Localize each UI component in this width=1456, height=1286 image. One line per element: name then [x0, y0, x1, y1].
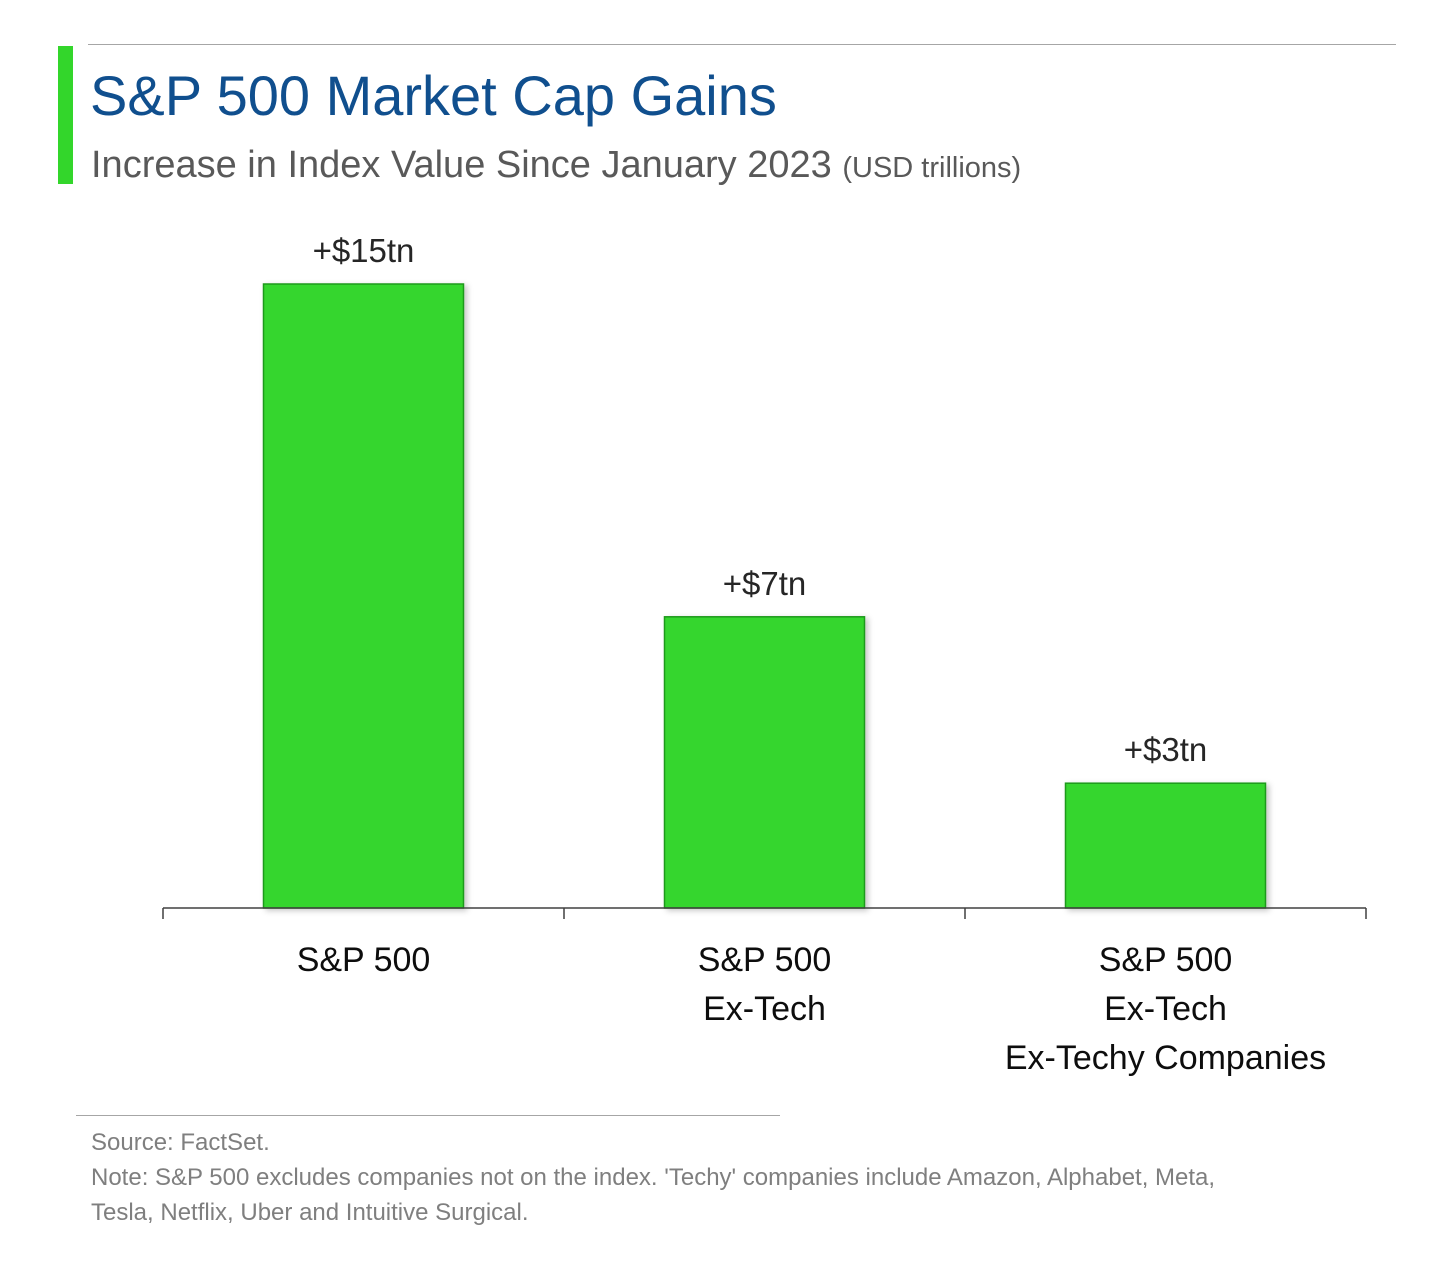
footnote: Note: S&P 500 excludes companies not on … [91, 1164, 1216, 1226]
subtitle-text: Increase in Index Value Since January 20… [91, 144, 832, 186]
category-label-3-line-3: Ex-Techy Companies [1005, 1039, 1326, 1077]
bar-chart: +$15tn S&P 500 +$7tn S&P 500 Ex-Tech +$3tn S&P… [162, 232, 1367, 1077]
data-label-2: +$7tn [723, 565, 807, 602]
chart-title: S&P 500 Market Cap Gains [90, 64, 777, 127]
bars-group [262, 283, 1267, 909]
top-rule [88, 44, 1396, 45]
category-label-2-line-2: Ex-Tech [703, 990, 826, 1028]
footer-rule [76, 1115, 780, 1116]
category-label-3-line-2: Ex-Tech [1104, 990, 1227, 1028]
source-note: Source: FactSet. [91, 1129, 270, 1156]
bar-1 [262, 283, 465, 909]
x-axis [162, 907, 1367, 919]
category-label-1-line-1: S&P 500 [297, 941, 431, 979]
labels-group: +$15tn S&P 500 +$7tn S&P 500 Ex-Tech +$3tn S&P… [297, 232, 1326, 1077]
accent-bar [58, 46, 73, 184]
subtitle-units: (USD trillions) [842, 152, 1022, 184]
bar-2 [663, 616, 866, 909]
chart-subtitle: Increase in Index Value Since January 20… [91, 140, 1021, 193]
category-label-2-line-1: S&P 500 [698, 941, 832, 979]
category-label-3-line-1: S&P 500 [1099, 941, 1233, 979]
data-label-1: +$15tn [313, 232, 415, 269]
bar-3 [1064, 782, 1267, 909]
data-label-3: +$3tn [1124, 731, 1208, 768]
